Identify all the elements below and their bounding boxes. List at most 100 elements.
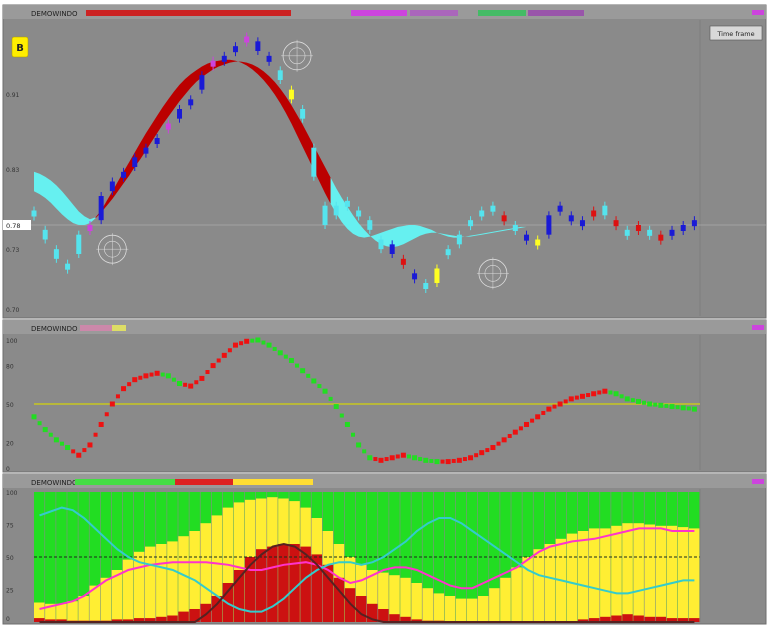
- hist-line-line_cyan: [39, 506, 695, 613]
- hist-bar-yellow: [666, 525, 678, 622]
- oscillator-point-mid: [59, 441, 64, 446]
- candle-body: [311, 147, 317, 177]
- osc-tick-label: 100: [6, 338, 18, 345]
- ribbon-segment-cyan-2: [330, 177, 572, 248]
- hist-panel-marker[interactable]: [752, 479, 764, 484]
- hist-bar-yellow: [455, 598, 467, 622]
- hist-bar-red: [633, 615, 644, 622]
- hist-bar-yellow: [544, 544, 556, 622]
- oscillator-point: [76, 452, 82, 458]
- oscillator-point-mid: [406, 454, 411, 459]
- signal-badge[interactable]: [11, 36, 29, 58]
- oscillator-point: [602, 388, 608, 394]
- hist-bar-yellow: [677, 527, 689, 622]
- oscillator-point: [434, 459, 440, 465]
- hist-bar-red: [355, 596, 367, 622]
- hist-bar-yellow: [233, 502, 245, 622]
- hist-bar-yellow: [45, 603, 56, 622]
- hist-bar-red: [34, 618, 45, 622]
- oscillator-point: [624, 396, 630, 402]
- oscillator-point: [557, 401, 563, 407]
- oscillator-point-mid: [541, 410, 546, 415]
- hist-bar-yellow: [189, 531, 200, 622]
- oscillator-point-mid: [328, 396, 333, 401]
- price-tick-label: 0.73: [6, 247, 20, 254]
- oscillator-point-mid: [37, 421, 42, 426]
- price-panel-marker[interactable]: [752, 10, 764, 15]
- candle-body: [512, 225, 518, 231]
- candle-body: [154, 138, 160, 144]
- oscillator-point-mid: [675, 405, 680, 410]
- oscillator-point: [132, 377, 138, 383]
- hist-bar-yellow: [422, 588, 433, 622]
- price-tick-label: 0.83: [6, 167, 20, 174]
- oscillator-point: [188, 383, 194, 389]
- osc-panel-marker[interactable]: [752, 325, 764, 330]
- hist-legend-red: [175, 479, 233, 485]
- oscillator-point-mid: [642, 400, 647, 405]
- hist-bar-yellow: [178, 536, 189, 622]
- axis-labels: 0.91 0.83 0.73 0.70 0.78 100 80 50 20 0 100 75 50 25 0: [3, 92, 31, 623]
- hist-bar-red: [133, 618, 145, 622]
- oscillator-point: [199, 375, 205, 381]
- hist-bar-yellow: [89, 585, 100, 622]
- oscillator-point-mid: [93, 432, 98, 437]
- hist-bar-red: [111, 619, 123, 622]
- candle-body: [658, 234, 664, 241]
- hist-bar-red: [300, 546, 311, 622]
- oscillator-point-mid: [205, 370, 210, 374]
- price-label-box: [3, 220, 31, 230]
- hist-bar-yellow: [466, 598, 478, 622]
- hist-bar-yellow: [688, 528, 700, 622]
- candle-body: [490, 205, 496, 212]
- candle-body: [445, 249, 451, 256]
- oscillator-point: [546, 406, 552, 412]
- candle-body: [165, 123, 171, 130]
- hist-bar-yellow: [211, 515, 223, 622]
- oscillator-point: [143, 373, 149, 379]
- candle-body: [132, 157, 138, 167]
- hist-bar-red: [233, 570, 245, 622]
- candle-body: [87, 225, 93, 231]
- oscillator-point-mid: [686, 406, 691, 411]
- oscillator-point-mid: [384, 457, 389, 462]
- candle-body: [65, 263, 71, 270]
- oscillator-panel[interactable]: [2, 319, 767, 473]
- oscillator-point: [300, 368, 306, 374]
- price-legend-red: [86, 10, 291, 16]
- hist-bar-red: [122, 619, 134, 622]
- price-panel[interactable]: [2, 4, 767, 319]
- oscillator-point-mid: [295, 363, 300, 368]
- signal-badge-label: B: [16, 43, 24, 54]
- timeframe-button[interactable]: [709, 25, 763, 41]
- candle-body: [356, 210, 362, 217]
- candle-body: [288, 89, 294, 100]
- oscillator-point-mid: [339, 413, 344, 418]
- oscillator-point-mid: [440, 459, 445, 464]
- oscillator-point-mid: [664, 403, 669, 408]
- oscillator-point: [423, 457, 429, 463]
- oscillator-point-mid: [82, 448, 87, 453]
- oscillator-point-mid: [104, 412, 109, 417]
- hist-bar-green: [478, 492, 489, 622]
- hist-bar-red: [611, 615, 622, 622]
- hist-bar-red: [56, 619, 67, 622]
- hist-legend-yellow: [233, 479, 313, 485]
- oscillator-point: [65, 445, 71, 451]
- candle-body: [456, 234, 462, 245]
- hist-bar-red: [600, 616, 611, 622]
- hist-bar-yellow: [589, 528, 600, 622]
- oscillator-point-mid: [418, 457, 423, 462]
- hist-bar-red: [589, 618, 600, 622]
- candle-body: [244, 36, 250, 43]
- hist-bar-red: [178, 611, 189, 622]
- oscillator-point-mid: [530, 418, 535, 423]
- hist-bar-yellow: [145, 546, 156, 622]
- oscillator-point: [400, 452, 406, 458]
- hist-tick-label: 0: [6, 616, 10, 623]
- oscillator-point-mid: [71, 449, 76, 454]
- oscillator-point-mid: [149, 372, 154, 377]
- oscillator-point: [121, 386, 127, 392]
- oscillator-point-mid: [474, 453, 479, 458]
